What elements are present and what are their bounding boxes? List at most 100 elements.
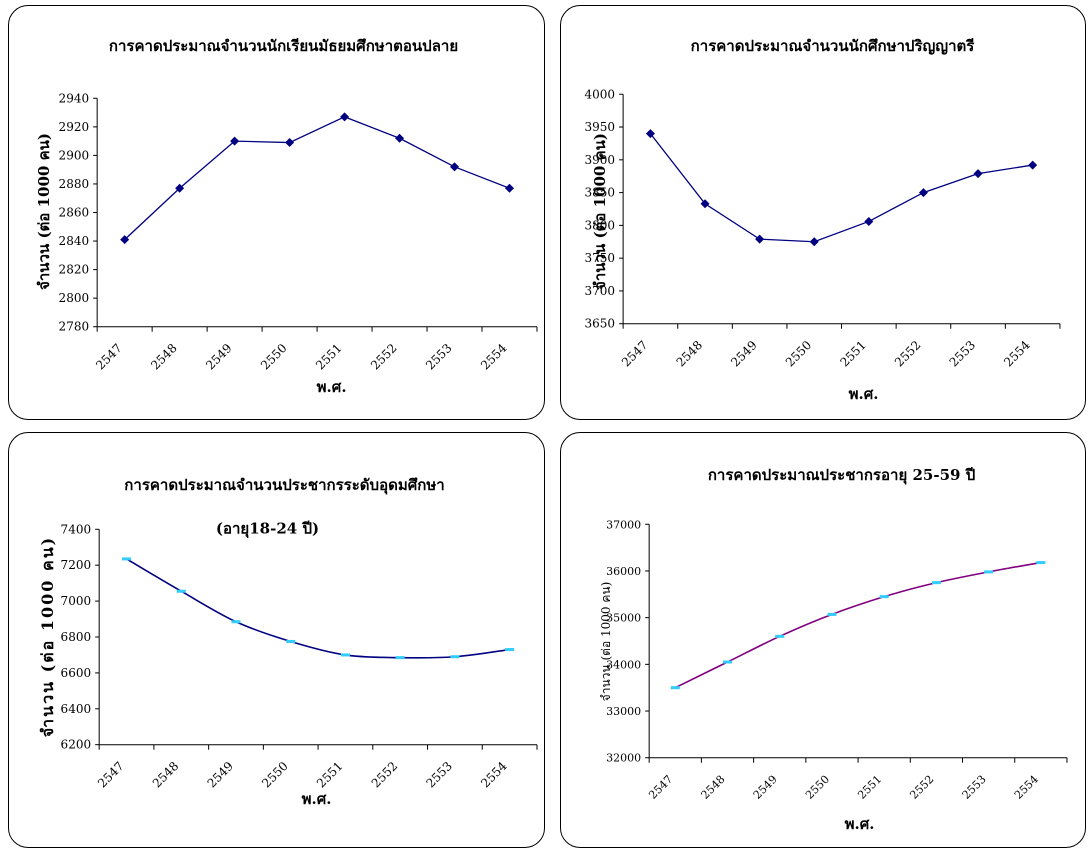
y-tick-label: 33000 [606,705,641,718]
y-axis-label: จำนวน (ต่อ 1000 คน) [38,536,57,737]
x-tick-label: 2547 [646,773,675,802]
x-tick-label: 2549 [205,759,237,791]
y-tick-label: 2840 [59,234,90,248]
x-tick-label: 2547 [95,759,127,791]
y-tick-label: 6200 [61,738,92,752]
data-point-2553 [984,570,994,574]
data-point-2552 [395,656,405,660]
y-axis-label: จำนวน (ต่อ 1000 คน) [35,133,53,290]
data-point-2554 [1028,160,1038,170]
y-tick-label: 2860 [59,206,90,220]
x-tick-label: 2552 [907,773,936,802]
x-tick-label: 2549 [728,338,760,370]
y-tick-label: 3800 [585,218,616,232]
x-tick-label: 2551 [314,759,346,791]
x-tick-label: 2553 [423,341,455,373]
y-tick-label: 2940 [59,91,90,105]
series-line [674,561,1041,689]
x-tick-label: 2549 [203,341,235,373]
chart-svg: การคาดประมาณประชากรอายุ 25-59 ปี จำนวน (… [599,466,1068,833]
data-point-2548 [176,589,186,593]
y-tick-label: 3850 [585,186,616,200]
chart-svg: การคาดประมาณจำนวนประชากรระดับอุดมศึกษา (… [38,476,538,808]
data-point-2550 [286,639,296,643]
x-tick-label: 2550 [803,773,832,802]
data-point-2549 [775,634,785,638]
x-tick-label: 2554 [478,759,510,791]
x-tick-label: 2552 [892,338,924,370]
data-point-2549 [231,620,241,624]
x-tick-label: 2550 [783,338,815,370]
data-point-2553 [450,162,460,172]
data-point-2550 [827,612,837,616]
plot-area: 6200 6400 6600 6800 7000 7200 7400 2547 2548 2549… [61,522,538,791]
x-tick-label: 2548 [674,338,706,370]
series-line [126,558,510,659]
plot-area: 2780 2800 2820 2840 2860 2880 2900 2920 2940 2547… [59,91,538,373]
x-tick-label: 2552 [368,341,400,373]
y-axis-label: จำนวน (ต่อ 1000 คน) [591,133,609,290]
x-tick-label: 2554 [1012,773,1041,802]
y-tick-label: 7000 [61,594,92,608]
data-point-2547 [120,235,130,245]
x-axis-label: พ.ศ. [317,378,347,396]
x-tick-label: 2554 [478,341,510,373]
x-tick-label: 2547 [93,341,125,373]
x-tick-label: 2548 [148,341,180,373]
y-tick-label: 7400 [61,522,92,536]
y-tick-label: 3750 [585,251,616,265]
data-point-2551 [340,653,350,657]
y-tick-label: 2780 [59,320,90,334]
chart-panel-upper-secondary-students: การคาดประมาณจำนวนนักเรียนมัธยมศึกษาตอนปล… [8,5,545,420]
y-tick-label: 7200 [61,558,92,572]
data-point-2548 [175,183,185,193]
chart-subtitle: (อายุ18-24 ปี) [216,519,319,538]
x-axis-label: พ.ศ. [845,815,875,833]
y-tick-label: 3900 [585,153,616,167]
x-tick-label: 2550 [258,341,290,373]
data-point-2553 [973,169,983,179]
y-tick-label: 2920 [59,120,90,134]
series-line [124,116,510,241]
y-tick-label: 3950 [585,120,616,134]
data-point-2548 [722,660,733,664]
chart-panel-population-25-59: การคาดประมาณประชากรอายุ 25-59 ปี จำนวน (… [560,432,1086,848]
x-tick-label: 2548 [150,759,182,791]
y-tick-label: 2880 [59,177,90,191]
y-tick-label: 6600 [61,666,92,680]
chart-title: การคาดประมาณจำนวนประชากรระดับอุดมศึกษา [124,476,444,495]
data-point-2553 [450,655,460,659]
x-tick-label: 2553 [960,773,989,802]
data-point-2554 [505,648,515,652]
y-tick-label: 2900 [59,148,90,162]
chart-title: การคาดประมาณประชากรอายุ 25-59 ปี [708,466,975,485]
plot-area: 3650 3700 3750 3800 3850 3900 3950 4000 2547 2548… [585,87,1061,370]
chart-title: การคาดประมาณจำนวนนักศึกษาปริญญาตรี [691,37,976,55]
data-point-2547 [122,557,132,561]
x-tick-label: 2551 [855,773,884,802]
data-point-2551 [340,112,350,122]
data-point-2550 [285,138,295,148]
y-tick-label: 35000 [606,612,641,625]
chart-title: การคาดประมาณจำนวนนักเรียนมัธยมศึกษาตอนปล… [109,37,458,55]
x-tick-label: 2552 [369,759,401,791]
y-tick-label: 36000 [606,565,641,578]
y-tick-label: 4000 [585,87,616,101]
data-point-2554 [504,183,515,193]
data-point-2552 [918,188,928,198]
x-tick-label: 2551 [837,338,869,370]
x-axis-label: พ.ศ. [302,790,332,808]
plot-area: 32000 33000 34000 35000 36000 37000 2547 2548 25… [606,518,1068,802]
y-tick-label: 34000 [606,658,641,671]
x-tick-label: 2548 [699,773,728,802]
x-tick-label: 2550 [259,759,291,791]
chart-svg: การคาดประมาณจำนวนนักศึกษาปริญญาตรี จำนวน… [585,37,1061,403]
y-tick-label: 2800 [59,291,90,305]
data-point-2554 [1036,561,1046,565]
y-tick-label: 37000 [606,518,641,531]
data-point-2547 [645,129,655,139]
chart-panel-higher-education-population: การคาดประมาณจำนวนประชากรระดับอุดมศึกษา (… [8,432,545,848]
x-tick-label: 2547 [619,338,651,370]
y-axis-label: จำนวน (ต่อ 1000 คน) [599,582,613,702]
chart-panel-bachelor-students: การคาดประมาณจำนวนนักศึกษาปริญญาตรี จำนวน… [560,5,1086,420]
